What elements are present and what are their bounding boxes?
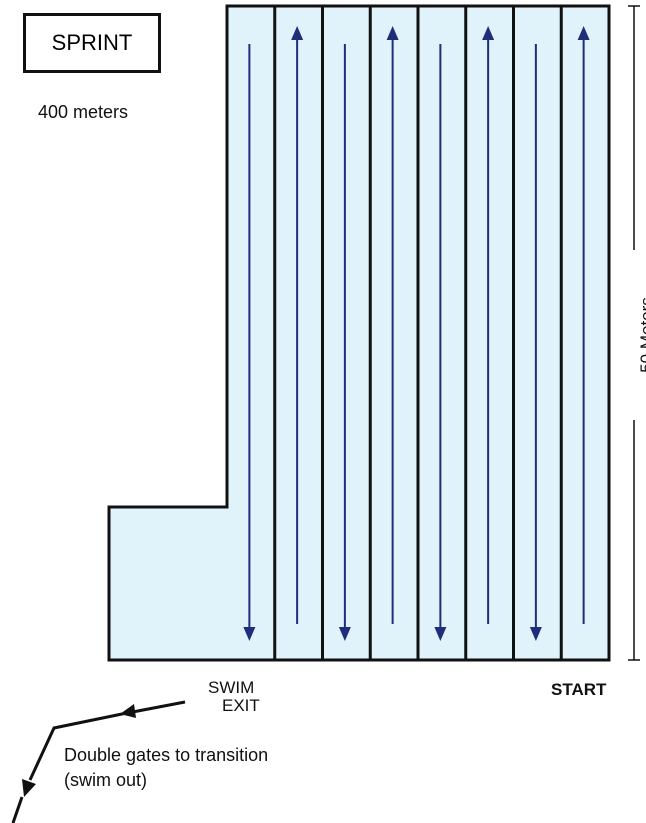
lane-arrow-down	[434, 44, 447, 641]
lane-arrows	[243, 26, 590, 641]
title: SPRINT	[51, 30, 133, 55]
lane-arrow-up	[482, 26, 495, 624]
lane-arrow-down	[338, 44, 351, 641]
distance-label: 400 meters	[38, 102, 129, 122]
length-label: 50 Meters	[637, 297, 646, 373]
lane-arrow-up	[291, 26, 304, 624]
lane-arrow-up	[386, 26, 399, 624]
lane-arrow-down	[243, 44, 256, 641]
lane-arrow-down	[529, 44, 542, 641]
pool-outline	[107, 4, 611, 662]
lane-dividers	[273, 6, 563, 660]
note-line1: Double gates to transition	[64, 745, 269, 765]
start-label: START	[551, 680, 607, 699]
exit-arrowhead-lower	[22, 779, 36, 797]
length-dimension	[628, 5, 640, 661]
swim-exit-line1: SWIM	[208, 678, 255, 697]
note-line2: (swim out)	[64, 770, 148, 790]
title-box: SPRINT	[23, 13, 161, 73]
exit-arrowhead-upper	[120, 704, 136, 718]
lane-arrow-up	[577, 26, 590, 624]
swim-exit-line2: EXIT	[222, 696, 260, 715]
